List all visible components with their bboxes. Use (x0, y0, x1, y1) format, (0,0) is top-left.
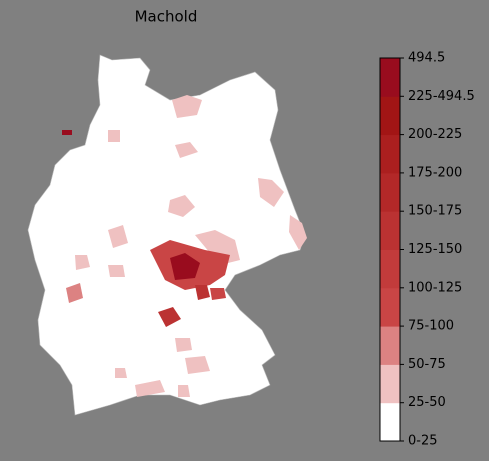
colorbar-label: 100-125 (408, 280, 462, 295)
country-outline (27, 54, 306, 416)
colorbar-band (380, 287, 400, 327)
colorbar-label: 200-225 (408, 127, 462, 142)
colorbar-band (380, 134, 400, 174)
colorbar-band (380, 402, 400, 442)
colorbar-label: 50-75 (408, 357, 446, 372)
colorbar-label: 0-25 (408, 434, 438, 449)
colorbar: 0-25 25-50 50-75 75-100 100-125 125-150 150-17… (379, 51, 475, 449)
colorbar-band (380, 96, 400, 136)
colorbar-label: 125-150 (408, 242, 462, 257)
district-shading (62, 95, 307, 397)
map-title: Machold (135, 8, 198, 26)
colorbar-label: 75-100 (408, 319, 454, 334)
colorbar-band (380, 326, 400, 365)
colorbar-band (380, 211, 400, 250)
colorbar-label: 175-200 (408, 165, 462, 180)
colorbar-band (380, 172, 400, 212)
colorbar-label: 25-50 (408, 395, 446, 410)
colorbar-band (380, 364, 400, 404)
colorbar-label: 494.5 (408, 51, 445, 66)
colorbar-label: 225-494.5 (408, 89, 475, 104)
germany-map (27, 54, 307, 416)
colorbar-band (380, 58, 400, 97)
colorbar-label: 150-175 (408, 204, 462, 219)
colorbar-band (380, 249, 400, 289)
